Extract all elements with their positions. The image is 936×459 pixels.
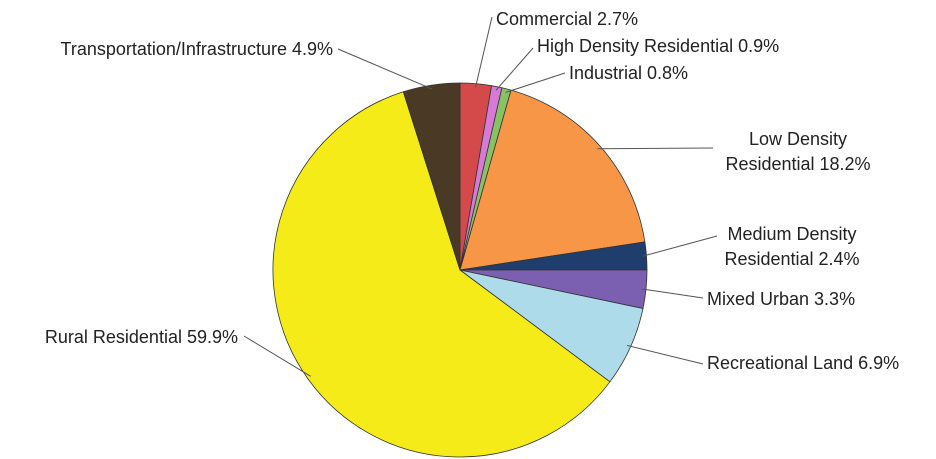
leader-line [243, 335, 311, 377]
leader-line [495, 47, 534, 91]
leader-line [337, 48, 433, 90]
leader-line [597, 147, 714, 150]
slice-label: Commercial 2.7% [496, 9, 638, 29]
slice-label: Rural Residential 59.9% [45, 327, 238, 347]
pie-slice-rural-residential [272, 91, 611, 458]
pie-slices [272, 82, 648, 458]
leader-line [642, 288, 704, 299]
slice-label: Mixed Urban 3.3% [707, 289, 855, 309]
slice-label: High Density Residential 0.9% [537, 36, 779, 56]
slice-label: Transportation/Infrastructure 4.9% [61, 39, 333, 59]
pie-slice-transportation-infrastructure [402, 82, 461, 271]
leader-line [505, 72, 566, 93]
slice-label: Recreational Land 6.9% [707, 353, 899, 373]
slice-label: Industrial 0.8% [569, 63, 688, 83]
leader-line [626, 344, 704, 365]
slice-label: Low Density Residential 18.2% [725, 129, 870, 174]
pie-slice-low-density-residential [459, 89, 646, 271]
leader-lines [243, 16, 718, 377]
leader-line [642, 235, 718, 257]
leader-line [475, 16, 493, 88]
slice-labels: Commercial 2.7% High Density Residential … [45, 9, 899, 373]
slice-label: Medium Density Residential 2.4% [724, 224, 859, 269]
